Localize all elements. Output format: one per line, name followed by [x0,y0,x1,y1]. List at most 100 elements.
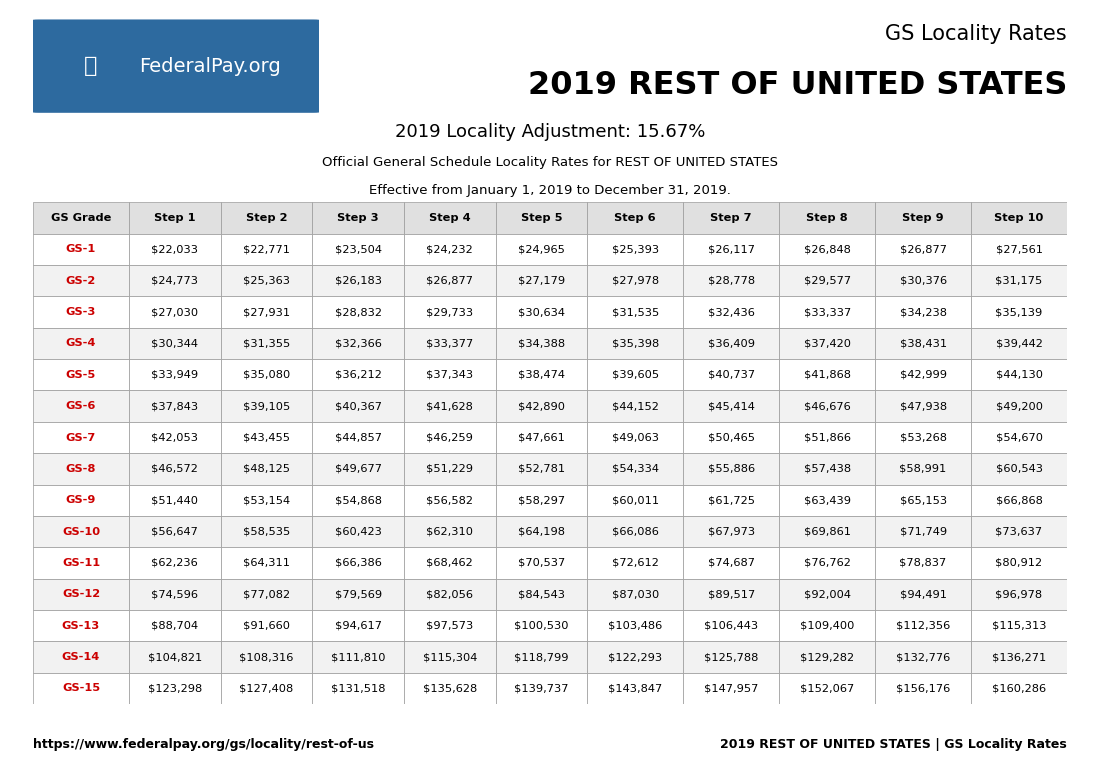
Bar [496,673,587,704]
Bar [404,328,496,359]
Bar [876,547,971,579]
Text: Step 7: Step 7 [711,213,752,223]
Bar [129,296,221,328]
Text: $60,011: $60,011 [612,496,659,505]
Text: $27,030: $27,030 [151,307,198,317]
Bar [312,265,404,296]
Bar [404,485,496,516]
Text: $143,847: $143,847 [608,683,662,693]
Text: $26,117: $26,117 [707,244,755,254]
Text: $44,152: $44,152 [612,401,659,411]
Text: $60,543: $60,543 [996,464,1043,474]
Text: $69,861: $69,861 [804,527,850,537]
Bar [496,422,587,453]
Bar [779,422,876,453]
Text: Step 3: Step 3 [338,213,378,223]
Bar [587,296,683,328]
Bar [221,579,312,610]
Text: $111,810: $111,810 [331,652,385,662]
Bar [129,610,221,641]
Text: $31,355: $31,355 [243,338,290,349]
Text: $30,634: $30,634 [518,307,565,317]
Text: $87,030: $87,030 [612,589,659,599]
Bar [587,265,683,296]
Bar [33,296,129,328]
Text: $58,535: $58,535 [243,527,290,537]
Text: $31,175: $31,175 [996,275,1043,286]
Bar [779,547,876,579]
Bar [587,673,683,704]
Bar [404,265,496,296]
Bar [221,296,312,328]
Text: $25,393: $25,393 [612,244,659,254]
Text: $22,771: $22,771 [243,244,290,254]
Bar [587,485,683,516]
Bar [33,453,129,485]
Bar [33,422,129,453]
Text: Step 4: Step 4 [429,213,471,223]
Bar [404,233,496,265]
Bar [33,579,129,610]
Bar [129,233,221,265]
Bar [312,422,404,453]
Text: $91,660: $91,660 [243,621,290,631]
Text: $49,063: $49,063 [612,433,659,443]
Text: $29,577: $29,577 [804,275,850,286]
Bar [312,673,404,704]
Text: $65,153: $65,153 [900,496,947,505]
Text: 2019 REST OF UNITED STATES | GS Locality Rates: 2019 REST OF UNITED STATES | GS Locality… [720,738,1067,751]
Text: GS-1: GS-1 [66,244,96,254]
Text: $28,778: $28,778 [707,275,755,286]
Bar [876,265,971,296]
Text: GS-2: GS-2 [66,275,96,286]
Text: GS Locality Rates: GS Locality Rates [886,24,1067,44]
Bar [683,328,779,359]
Text: $51,866: $51,866 [804,433,850,443]
Text: $115,313: $115,313 [992,621,1046,631]
Text: $115,304: $115,304 [422,652,477,662]
Text: $123,298: $123,298 [147,683,202,693]
Bar [312,610,404,641]
Bar [312,359,404,391]
Text: $24,232: $24,232 [427,244,473,254]
Bar [129,202,221,233]
Text: GS-15: GS-15 [62,683,100,693]
Text: $51,440: $51,440 [152,496,198,505]
Bar [683,485,779,516]
Bar [221,610,312,641]
Text: $100,530: $100,530 [514,621,569,631]
Text: GS-6: GS-6 [66,401,96,411]
Bar [971,422,1067,453]
Text: $38,474: $38,474 [518,370,565,380]
Bar [876,579,971,610]
Text: $27,931: $27,931 [243,307,290,317]
Text: $49,677: $49,677 [334,464,382,474]
Text: $58,297: $58,297 [518,496,565,505]
Bar [587,641,683,673]
Bar [876,610,971,641]
Text: $43,455: $43,455 [243,433,290,443]
Bar [496,610,587,641]
Text: $42,053: $42,053 [152,433,198,443]
Bar [971,391,1067,422]
Text: $37,343: $37,343 [426,370,473,380]
Text: GS Grade: GS Grade [51,213,111,223]
Bar [587,233,683,265]
Text: $64,311: $64,311 [243,558,290,568]
Text: $40,367: $40,367 [334,401,382,411]
Bar [876,202,971,233]
Text: $68,462: $68,462 [427,558,473,568]
Text: $42,890: $42,890 [518,401,565,411]
Text: $32,436: $32,436 [707,307,755,317]
Text: GS-3: GS-3 [66,307,96,317]
Bar [312,453,404,485]
Text: $26,877: $26,877 [900,244,947,254]
Bar [779,579,876,610]
Bar [683,265,779,296]
Text: $41,868: $41,868 [804,370,850,380]
Text: $54,334: $54,334 [612,464,659,474]
Text: $53,154: $53,154 [243,496,290,505]
Bar [404,516,496,547]
Bar [779,641,876,673]
Bar [33,641,129,673]
